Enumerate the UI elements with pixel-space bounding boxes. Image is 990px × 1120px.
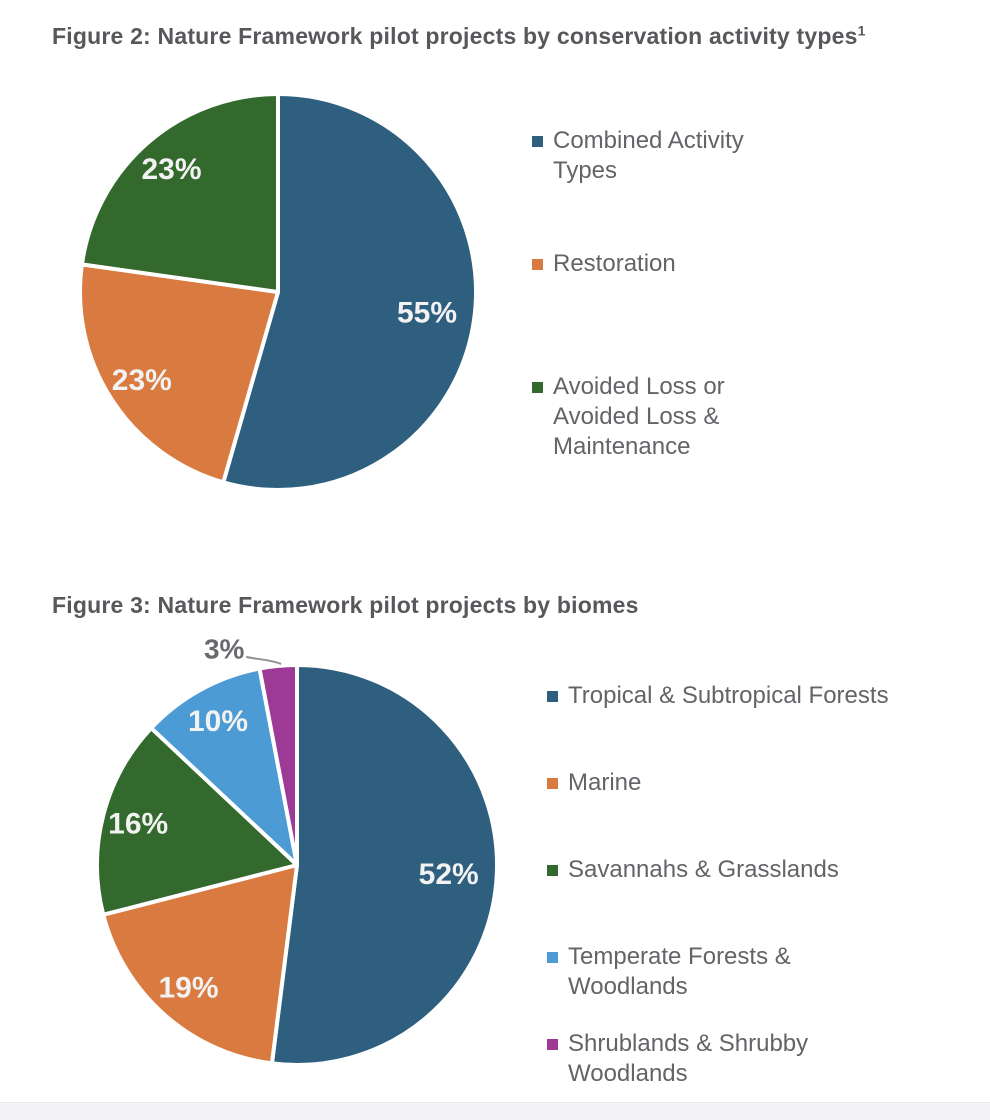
legend-swatch-savannahs-grasslands xyxy=(547,865,558,876)
legend-item-combined-activity-types: Combined Activity Types xyxy=(532,126,862,249)
pie-slice-combined-activity-types xyxy=(221,92,478,492)
figure-3-title: Figure 3: Nature Framework pilot project… xyxy=(52,591,972,619)
pie-value-label-marine: 19% xyxy=(158,972,218,1005)
pie-value-label-savannahs-grasslands: 16% xyxy=(108,808,168,841)
pie-slice-marine xyxy=(101,863,299,1066)
figure-3-title-text: Figure 3: Nature Framework pilot project… xyxy=(52,592,639,618)
legend-item-avoided-loss-or-avoided-loss-maintenance: Avoided Loss or Avoided Loss & Maintenance xyxy=(532,372,862,495)
pie-slice-temperate-forests-woodlands xyxy=(149,666,299,867)
legend-item-shrublands-shrubby-woodlands: Shrublands & Shrubby Woodlands xyxy=(547,1029,957,1116)
legend-item-savannahs-grasslands: Savannahs & Grasslands xyxy=(547,855,957,942)
leader-line-shrublands-shrubby-woodlands xyxy=(245,655,282,665)
legend-swatch-tropical-subtropical-forests xyxy=(547,691,558,702)
pie-value-label-combined-activity-types: 55% xyxy=(397,297,457,330)
legend-label-temperate-forests-woodlands: Temperate Forests & Woodlands xyxy=(568,943,791,1000)
pie-slice-avoided-loss-or-avoided-loss-maintenance xyxy=(79,92,280,294)
legend-item-marine: Marine xyxy=(547,768,957,855)
figure-3-legend: Tropical & Subtropical Forests Marine Sava… xyxy=(547,681,957,1116)
legend-label-avoided-loss-or-avoided-loss-maintenance: Avoided Loss or Avoided Loss & Maintenance xyxy=(553,373,725,460)
legend-label-restoration: Restoration xyxy=(553,250,676,277)
pie-slice-savannahs-grasslands xyxy=(95,726,299,917)
legend-swatch-combined-activity-types xyxy=(532,136,543,147)
legend-swatch-restoration xyxy=(532,259,543,270)
legend-label-marine: Marine xyxy=(568,769,642,796)
legend-item-tropical-subtropical-forests: Tropical & Subtropical Forests xyxy=(547,681,957,768)
pie-value-label-shrublands-shrubby-woodlands: 3% xyxy=(204,633,245,664)
legend-swatch-avoided-loss-or-avoided-loss-maintenance xyxy=(532,382,543,393)
figure-3-pie-chart: 52% 19% 16% 10% 3% xyxy=(95,633,500,1067)
legend-label-shrublands-shrubby-woodlands: Shrublands & Shrubby Woodlands xyxy=(568,1030,809,1087)
pie-slice-tropical-subtropical-forests xyxy=(269,663,500,1067)
legend-item-temperate-forests-woodlands: Temperate Forests & Woodlands xyxy=(547,942,957,1029)
pie-slice-shrublands-shrubby-woodlands xyxy=(257,663,299,867)
page-bottom-strip xyxy=(0,1102,990,1120)
legend-label-combined-activity-types: Combined Activity Types xyxy=(553,127,744,184)
legend-label-tropical-subtropical-forests: Tropical & Subtropical Forests xyxy=(568,682,889,709)
legend-item-restoration: Restoration xyxy=(532,249,862,372)
legend-label-savannahs-grasslands: Savannahs & Grasslands xyxy=(568,856,839,883)
figure-2-title: Figure 2: Nature Framework pilot project… xyxy=(52,22,972,50)
figure-2-footnote-marker: 1 xyxy=(857,22,866,39)
figure-2-title-text: Figure 2: Nature Framework pilot project… xyxy=(52,23,858,49)
figure-2-pie-chart: 55% 23% 23% xyxy=(78,92,478,492)
pie-value-label-restoration: 23% xyxy=(112,364,172,397)
legend-swatch-temperate-forests-woodlands xyxy=(547,952,558,963)
pie-slice-restoration xyxy=(78,262,280,485)
pie-value-label-temperate-forests-woodlands: 10% xyxy=(188,705,248,738)
figure-2-legend: Combined Activity Types Restoration Avoided… xyxy=(532,126,862,495)
pie-value-label-tropical-subtropical-forests: 52% xyxy=(419,858,479,891)
legend-swatch-marine xyxy=(547,778,558,789)
legend-swatch-shrublands-shrubby-woodlands xyxy=(547,1039,558,1050)
pie-value-label-avoided-loss-or-avoided-loss-maintenance: 23% xyxy=(141,153,201,186)
